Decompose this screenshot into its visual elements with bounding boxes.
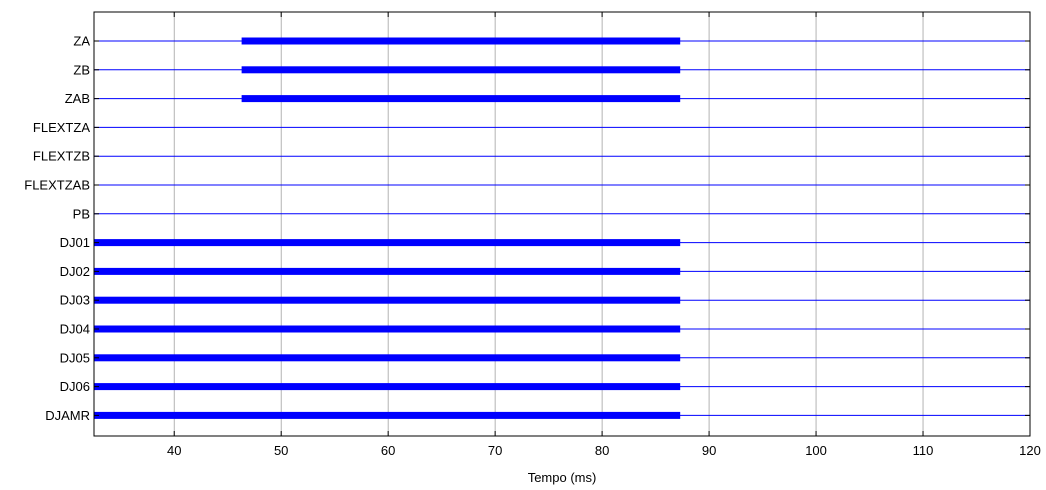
signal-active-segment [94,411,681,419]
signal-active-segment [94,354,681,362]
x-tick-label: 120 [1019,443,1041,458]
x-tick-label: 90 [702,443,716,458]
y-tick-label: DJ02 [60,264,90,279]
grid-layer [173,12,924,436]
x-tick-label: 110 [913,443,934,458]
signal-active-segment [241,66,681,74]
x-tick-label: 60 [381,443,395,458]
signal-active-segment [241,95,681,103]
signal-active-segment [94,239,681,247]
x-tick-label: 70 [488,443,502,458]
y-tick-label: DJ05 [60,350,90,365]
y-tick-label: ZB [73,62,90,77]
y-tick-label: FLEXTZAB [24,178,90,193]
signal-active-segment [94,383,681,391]
y-tick-label: PB [73,206,90,221]
label-layer: 40 50 60 70 80 90 100 110 120 ZA ZB ZAB FLEXTZA FLEXT… [24,34,1041,459]
x-axis-title: Tempo (ms) [528,470,597,485]
tick-layer [94,12,1031,436]
y-tick-label: DJ06 [60,379,90,394]
y-tick-label: DJAMR [45,408,90,423]
signal-active-segment [94,325,681,333]
y-tick-label: FLEXTZA [33,120,90,135]
signal-active-segment [94,296,681,304]
x-tick-label: 80 [595,443,609,458]
x-tick-label: 50 [274,443,288,458]
signal-active-segment [94,267,681,275]
signal-active-segment [241,37,681,45]
y-tick-label: DJ03 [60,293,90,308]
signal-layer [94,37,1030,419]
y-tick-label: DJ01 [60,235,90,250]
y-tick-label: DJ04 [60,322,90,337]
y-tick-label: ZA [73,34,90,49]
x-tick-label: 40 [167,443,181,458]
y-tick-label: ZAB [65,91,90,106]
x-tick-label: 100 [805,443,827,458]
plot-frame [93,11,1031,437]
y-tick-label: FLEXTZB [33,149,90,164]
